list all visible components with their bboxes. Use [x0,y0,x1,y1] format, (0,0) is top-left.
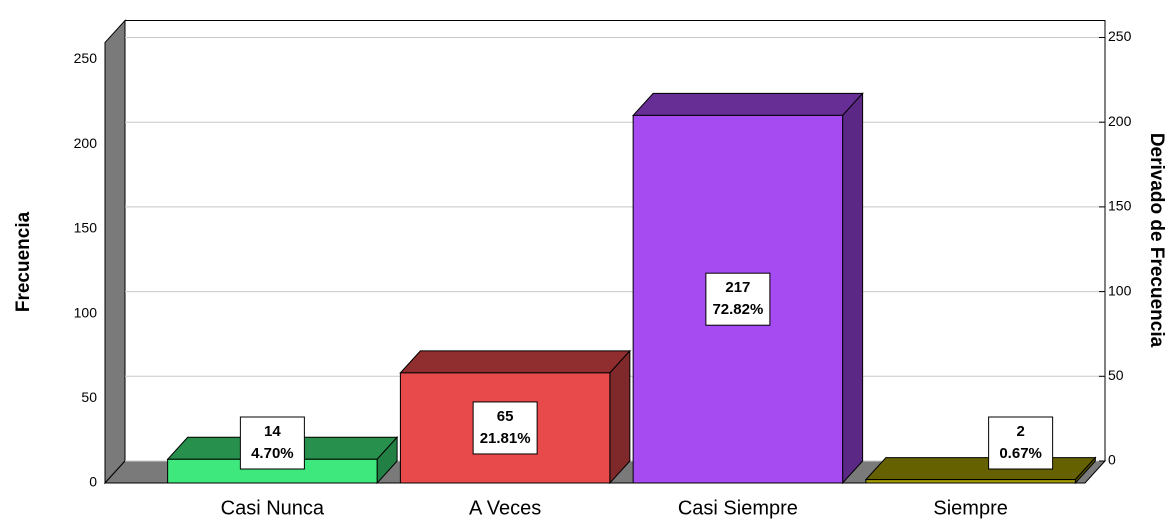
label-box [705,272,771,326]
bar-top [399,350,631,374]
bar-side [842,92,864,485]
label-box [239,416,305,470]
y2-tick-label: 200 [1108,113,1132,129]
bar-top [632,92,864,116]
x-tick-label: A Veces [469,497,541,519]
bar [865,479,1076,484]
y-tick-label: 250 [74,50,98,66]
percent-label: 0.67% [999,445,1042,462]
bar-top [864,457,1097,481]
percent-label: 72.82% [712,301,763,318]
y2-tick-label: 0 [1108,452,1116,468]
y-axis-title: Frecuencia [13,211,34,312]
percent-label: 21.81% [480,430,531,447]
x-tick-label: Casi Siempre [678,497,798,519]
label-box [988,416,1054,470]
y-tick-label: 100 [74,304,98,320]
y-tick-label: 200 [74,135,98,151]
y2-tick-label: 50 [1108,367,1124,383]
y2-axis-title: Derivado de Frecuencia [1146,133,1167,348]
bar-side [609,349,631,485]
label-box [472,401,538,455]
side-wall [104,19,126,485]
value-label: 217 [725,279,750,296]
y-tick-label: 50 [81,389,97,405]
y2-tick-label: 150 [1108,198,1132,214]
y-tick-label: 150 [74,220,98,236]
value-label: 2 [1016,423,1024,440]
x-tick-label: Siempre [933,497,1007,519]
y2-tick-label: 100 [1108,282,1132,298]
y2-tick-label: 250 [1108,28,1132,44]
y-tick-label: 0 [89,474,97,490]
value-label: 14 [264,423,281,440]
x-tick-label: Casi Nunca [221,497,325,519]
value-label: 65 [497,408,514,425]
percent-label: 4.70% [251,445,294,462]
